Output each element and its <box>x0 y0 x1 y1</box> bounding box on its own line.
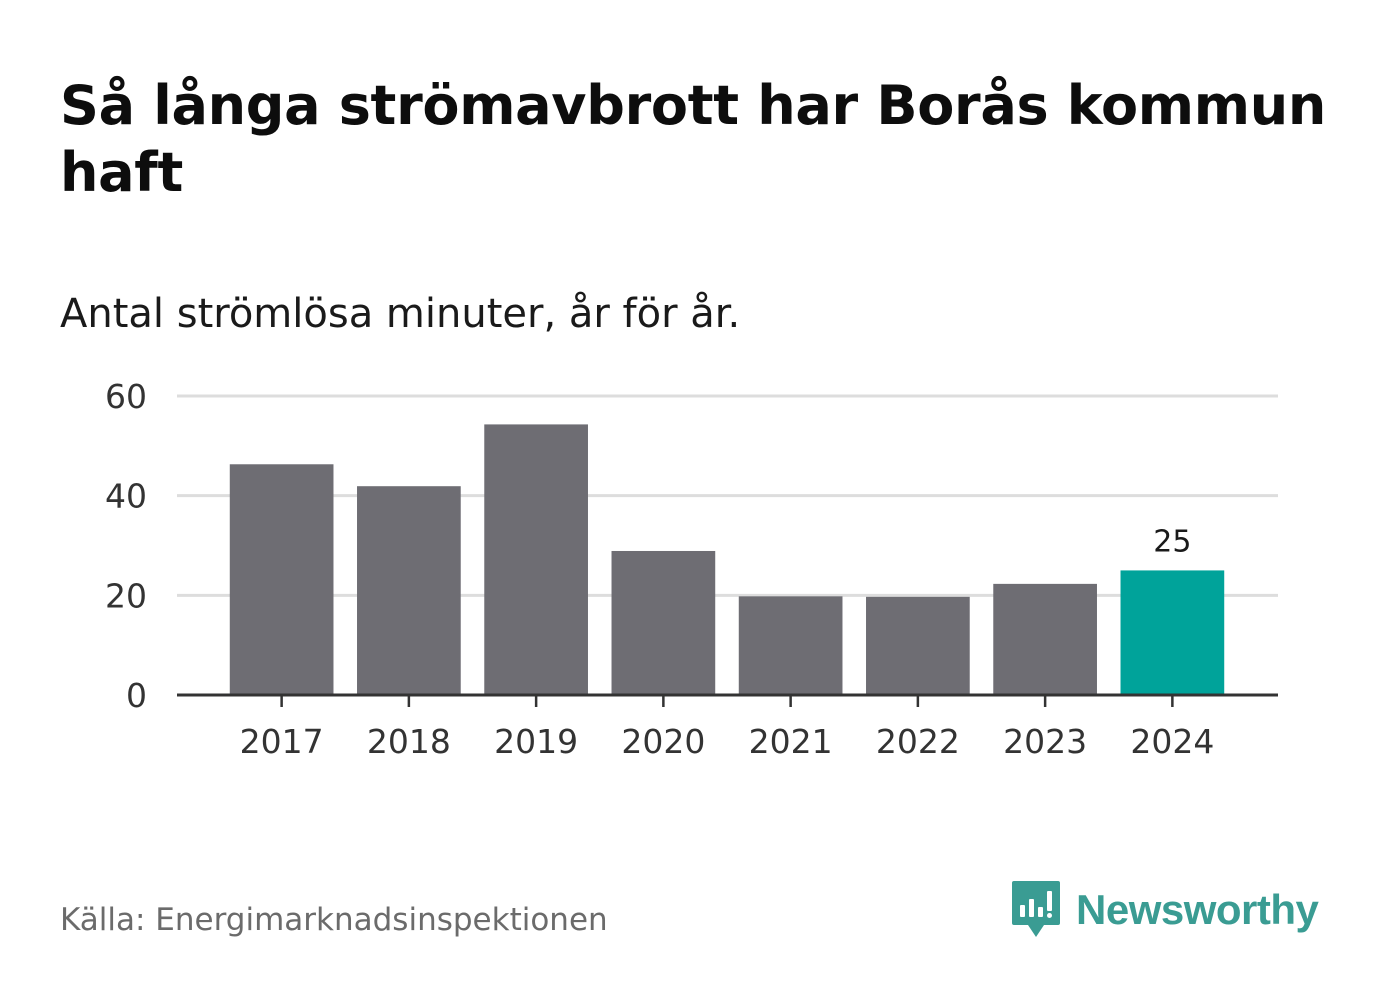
gridlines <box>177 394 1278 597</box>
source-note: Källa: Energimarknadsinspektionen <box>60 902 608 938</box>
y-tick-label: 60 <box>105 377 147 416</box>
bar-2021 <box>738 596 843 695</box>
x-tick-label: 2019 <box>494 722 578 761</box>
bar-2018 <box>357 486 461 695</box>
y-tick-label: 40 <box>105 477 147 516</box>
bar-2019 <box>484 424 588 695</box>
bar-2017 <box>229 464 334 695</box>
brand-logo: Newsworthy <box>1010 878 1319 942</box>
data-label: 25 <box>1153 524 1191 559</box>
data-labels: 25 <box>1153 524 1191 559</box>
bar-2020 <box>611 550 716 695</box>
x-axis: 2017 2018 2019 2020 2021 2022 2023 2024 <box>177 693 1278 761</box>
y-tick-label: 20 <box>105 576 147 615</box>
bar-2023 <box>993 583 1097 695</box>
chart-subtitle: Antal strömlösa minuter, år för år. <box>60 291 741 337</box>
x-tick-label: 2020 <box>621 722 705 761</box>
x-tick-label: 2017 <box>240 722 324 761</box>
x-tick-label: 2021 <box>749 722 833 761</box>
x-tick-label: 2024 <box>1130 722 1214 761</box>
y-tick-label: 0 <box>126 676 147 715</box>
newsworthy-bars-icon <box>1012 881 1060 937</box>
bars <box>229 424 1225 695</box>
chart-title: Så långa strömavbrott har Borås kommun h… <box>60 74 1326 204</box>
bar-2022 <box>866 596 970 695</box>
y-axis-ticks: 0 20 40 60 <box>105 377 147 715</box>
brand-name: Newsworthy <box>1076 886 1319 933</box>
x-tick-label: 2022 <box>876 722 960 761</box>
x-tick-label: 2018 <box>367 722 451 761</box>
x-tick-label: 2023 <box>1003 722 1087 761</box>
bar-2024 <box>1120 570 1225 695</box>
